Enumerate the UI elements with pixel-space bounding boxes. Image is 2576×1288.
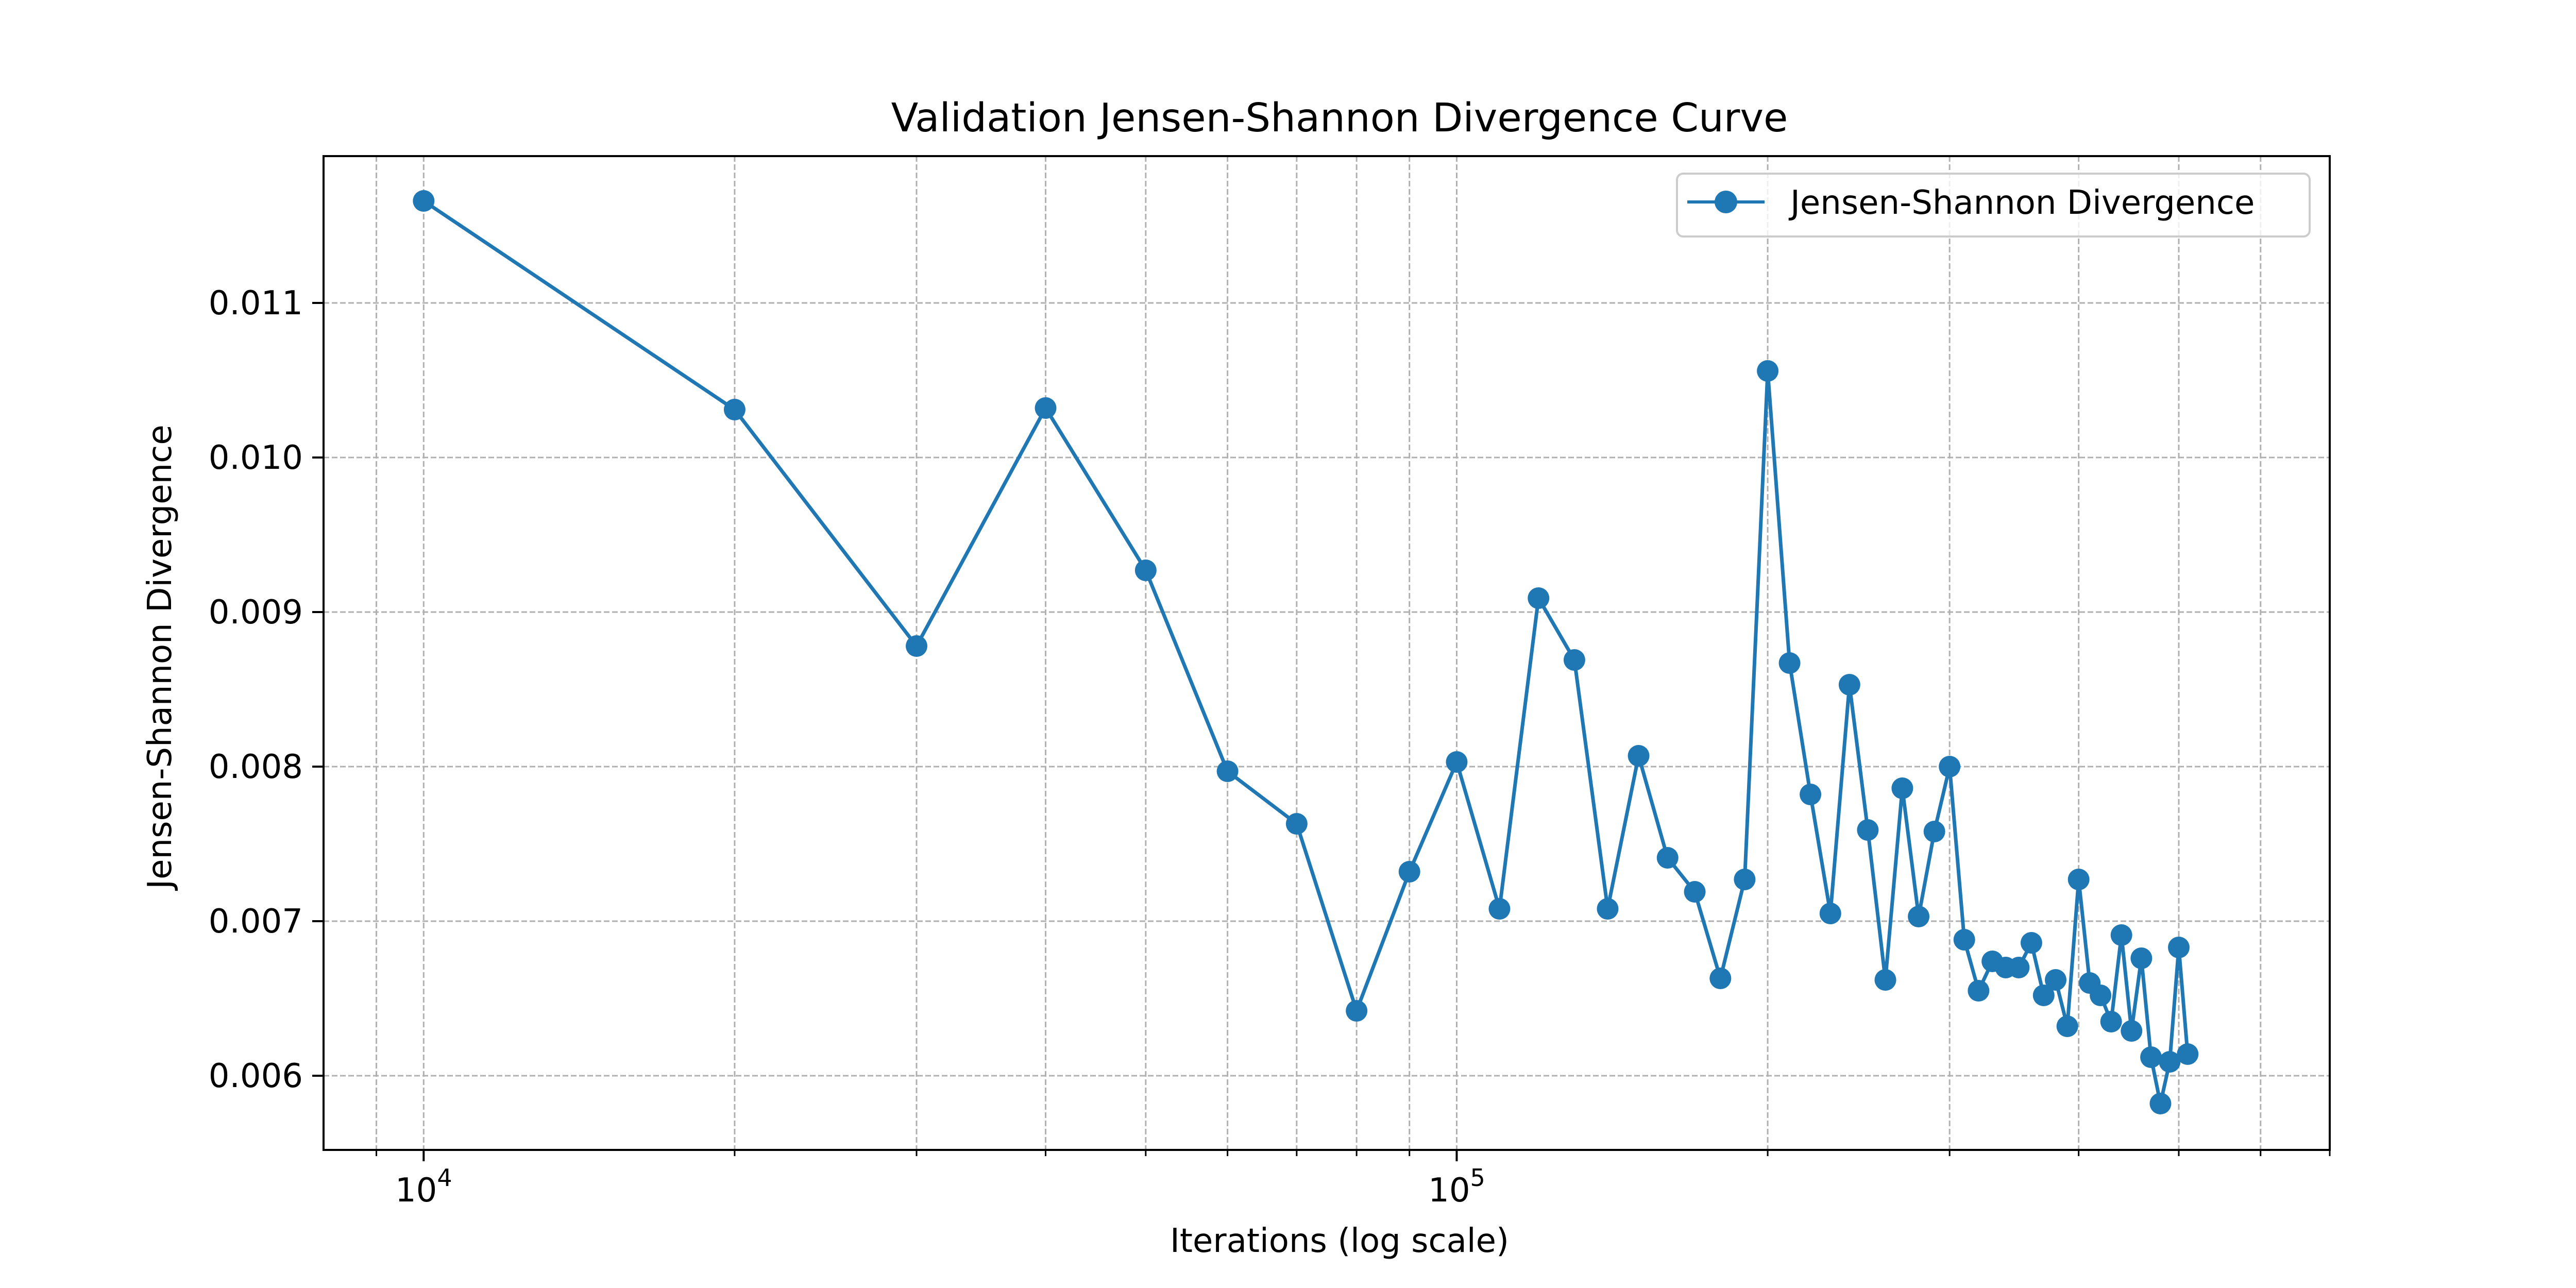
data-point [1891, 777, 1913, 799]
data-point [1488, 898, 1511, 920]
data-point [2149, 1093, 2172, 1114]
data-point [1734, 869, 1756, 890]
series-line [422, 199, 2190, 1106]
data-point [1923, 821, 1945, 842]
series-layer [413, 190, 2199, 1114]
data-point [2008, 957, 2030, 978]
x-tick-exponent: 4 [437, 1164, 452, 1192]
data-point [1446, 751, 1468, 773]
data-point [2100, 1011, 2122, 1032]
data-point [2159, 1051, 2181, 1073]
data-point [1778, 652, 1801, 674]
y-axis-label: Jensen-Shannon Divergence [141, 425, 179, 891]
data-point [2121, 1020, 2143, 1042]
data-point [1874, 969, 1896, 991]
plot-frame [323, 155, 2331, 1151]
data-point [2020, 932, 2042, 954]
data-point [2110, 924, 2132, 946]
data-point [1134, 560, 1157, 581]
y-tick-label: 0.011 [209, 284, 303, 323]
legend-label: Jensen-Shannon Divergence [1788, 184, 2255, 222]
data-point [2090, 985, 2112, 1006]
data-point [1346, 1000, 1368, 1022]
legend-box [1676, 173, 2311, 238]
data-point [1398, 861, 1420, 883]
grid [324, 156, 2331, 1150]
data-point [1528, 587, 1550, 609]
data-point [2045, 969, 2067, 991]
data-point [1953, 929, 1975, 951]
data-point [2032, 985, 2055, 1006]
data-point [2140, 1046, 2162, 1068]
data-point [2167, 937, 2190, 958]
data-point [1563, 649, 1585, 671]
data-point [1684, 881, 1706, 903]
data-point [1757, 360, 1779, 382]
legend: Jensen-Shannon Divergence [1676, 173, 2311, 238]
data-point [723, 399, 745, 420]
y-tick-label: 0.006 [209, 1057, 303, 1095]
data-point [906, 635, 928, 657]
data-point [1838, 674, 1860, 696]
legend-marker-icon [1715, 191, 1737, 213]
data-point [2177, 1043, 2199, 1065]
data-point [1709, 968, 1732, 989]
data-point [1035, 397, 1057, 419]
data-point [2130, 947, 2153, 969]
ticks: 104 105 0.006 0.007 0.008 0.009 0.010 0.011 [209, 284, 2331, 1210]
x-tick-label: 105 [1428, 1164, 1485, 1210]
data-point [1628, 745, 1650, 767]
data-point [1819, 903, 1841, 924]
data-point [1597, 898, 1619, 920]
data-point [1285, 813, 1308, 835]
x-tick-label: 104 [395, 1164, 452, 1210]
data-point [1216, 760, 1239, 782]
data-point [1800, 784, 1822, 805]
data-point [1939, 756, 1961, 777]
y-tick-label: 0.007 [209, 903, 303, 941]
data-point [2067, 869, 2090, 890]
data-point [1656, 847, 1679, 869]
data-point [1968, 980, 1990, 1002]
data-point [1857, 819, 1879, 841]
data-point [2056, 1015, 2078, 1037]
x-axis-label: Iterations (log scale) [1170, 1222, 1509, 1260]
data-point [413, 190, 435, 212]
chart-title: Validation Jensen-Shannon Divergence Cur… [891, 95, 1788, 141]
data-point [1908, 906, 1930, 927]
y-tick-label: 0.010 [209, 439, 303, 477]
y-tick-label: 0.008 [209, 748, 303, 786]
x-tick-exponent: 5 [1470, 1164, 1485, 1192]
y-tick-label: 0.009 [209, 594, 303, 632]
